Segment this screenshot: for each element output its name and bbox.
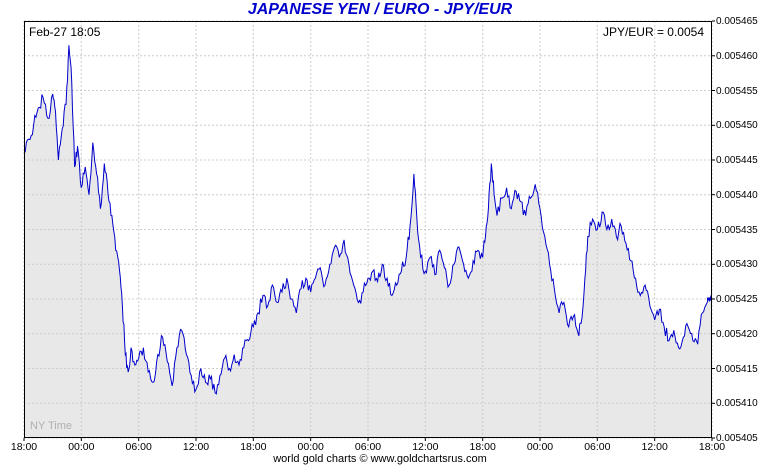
x-tick-label: 12:00 [182, 441, 210, 453]
x-tick-label: 00:00 [68, 441, 95, 453]
price-line-chart [23, 20, 715, 441]
y-tick-label: 0.005460 [716, 50, 758, 62]
chart-title: JAPANESE YEN / EURO - JPY/EUR [247, 1, 513, 18]
y-tick-label: 0.005440 [716, 189, 758, 201]
x-tick-label: 06:00 [354, 441, 382, 453]
y-tick-label: 0.005435 [716, 224, 758, 236]
x-tick-label: 12:00 [412, 441, 439, 453]
ny-time-watermark: NY Time [30, 420, 72, 432]
y-tick-label: 0.005450 [716, 120, 758, 132]
y-tick-label: 0.005445 [716, 155, 758, 166]
y-tick-label: 0.005425 [716, 294, 758, 305]
y-tick-label: 0.005415 [716, 363, 758, 375]
x-tick-label: 18:00 [698, 441, 726, 453]
x-tick-label: 06:00 [125, 441, 152, 453]
x-tick-label: 06:00 [584, 441, 611, 453]
x-tick-label: 18:00 [469, 441, 496, 453]
y-tick-label: 0.005455 [716, 85, 758, 97]
current-quote-label: JPY/EUR = 0.0054 [602, 25, 704, 39]
credit-line: world gold charts © www.goldchartsrus.co… [273, 453, 487, 465]
x-tick-label: 18:00 [240, 441, 267, 453]
x-tick-label: 18:00 [10, 441, 38, 453]
plot-area: Feb-27 18:05 JPY/EUR = 0.0054 NY Time [23, 20, 715, 441]
y-tick-label: 0.005465 [716, 16, 758, 27]
x-tick-label: 12:00 [641, 441, 668, 453]
y-tick-label: 0.005430 [716, 259, 758, 271]
y-tick-label: 0.005405 [716, 433, 758, 444]
x-tick-label: 00:00 [526, 441, 554, 453]
y-tick-label: 0.005420 [716, 328, 758, 340]
x-tick-label: 00:00 [297, 441, 324, 453]
date-time-label: Feb-27 18:05 [29, 25, 101, 39]
y-tick-label: 0.005410 [716, 398, 758, 410]
